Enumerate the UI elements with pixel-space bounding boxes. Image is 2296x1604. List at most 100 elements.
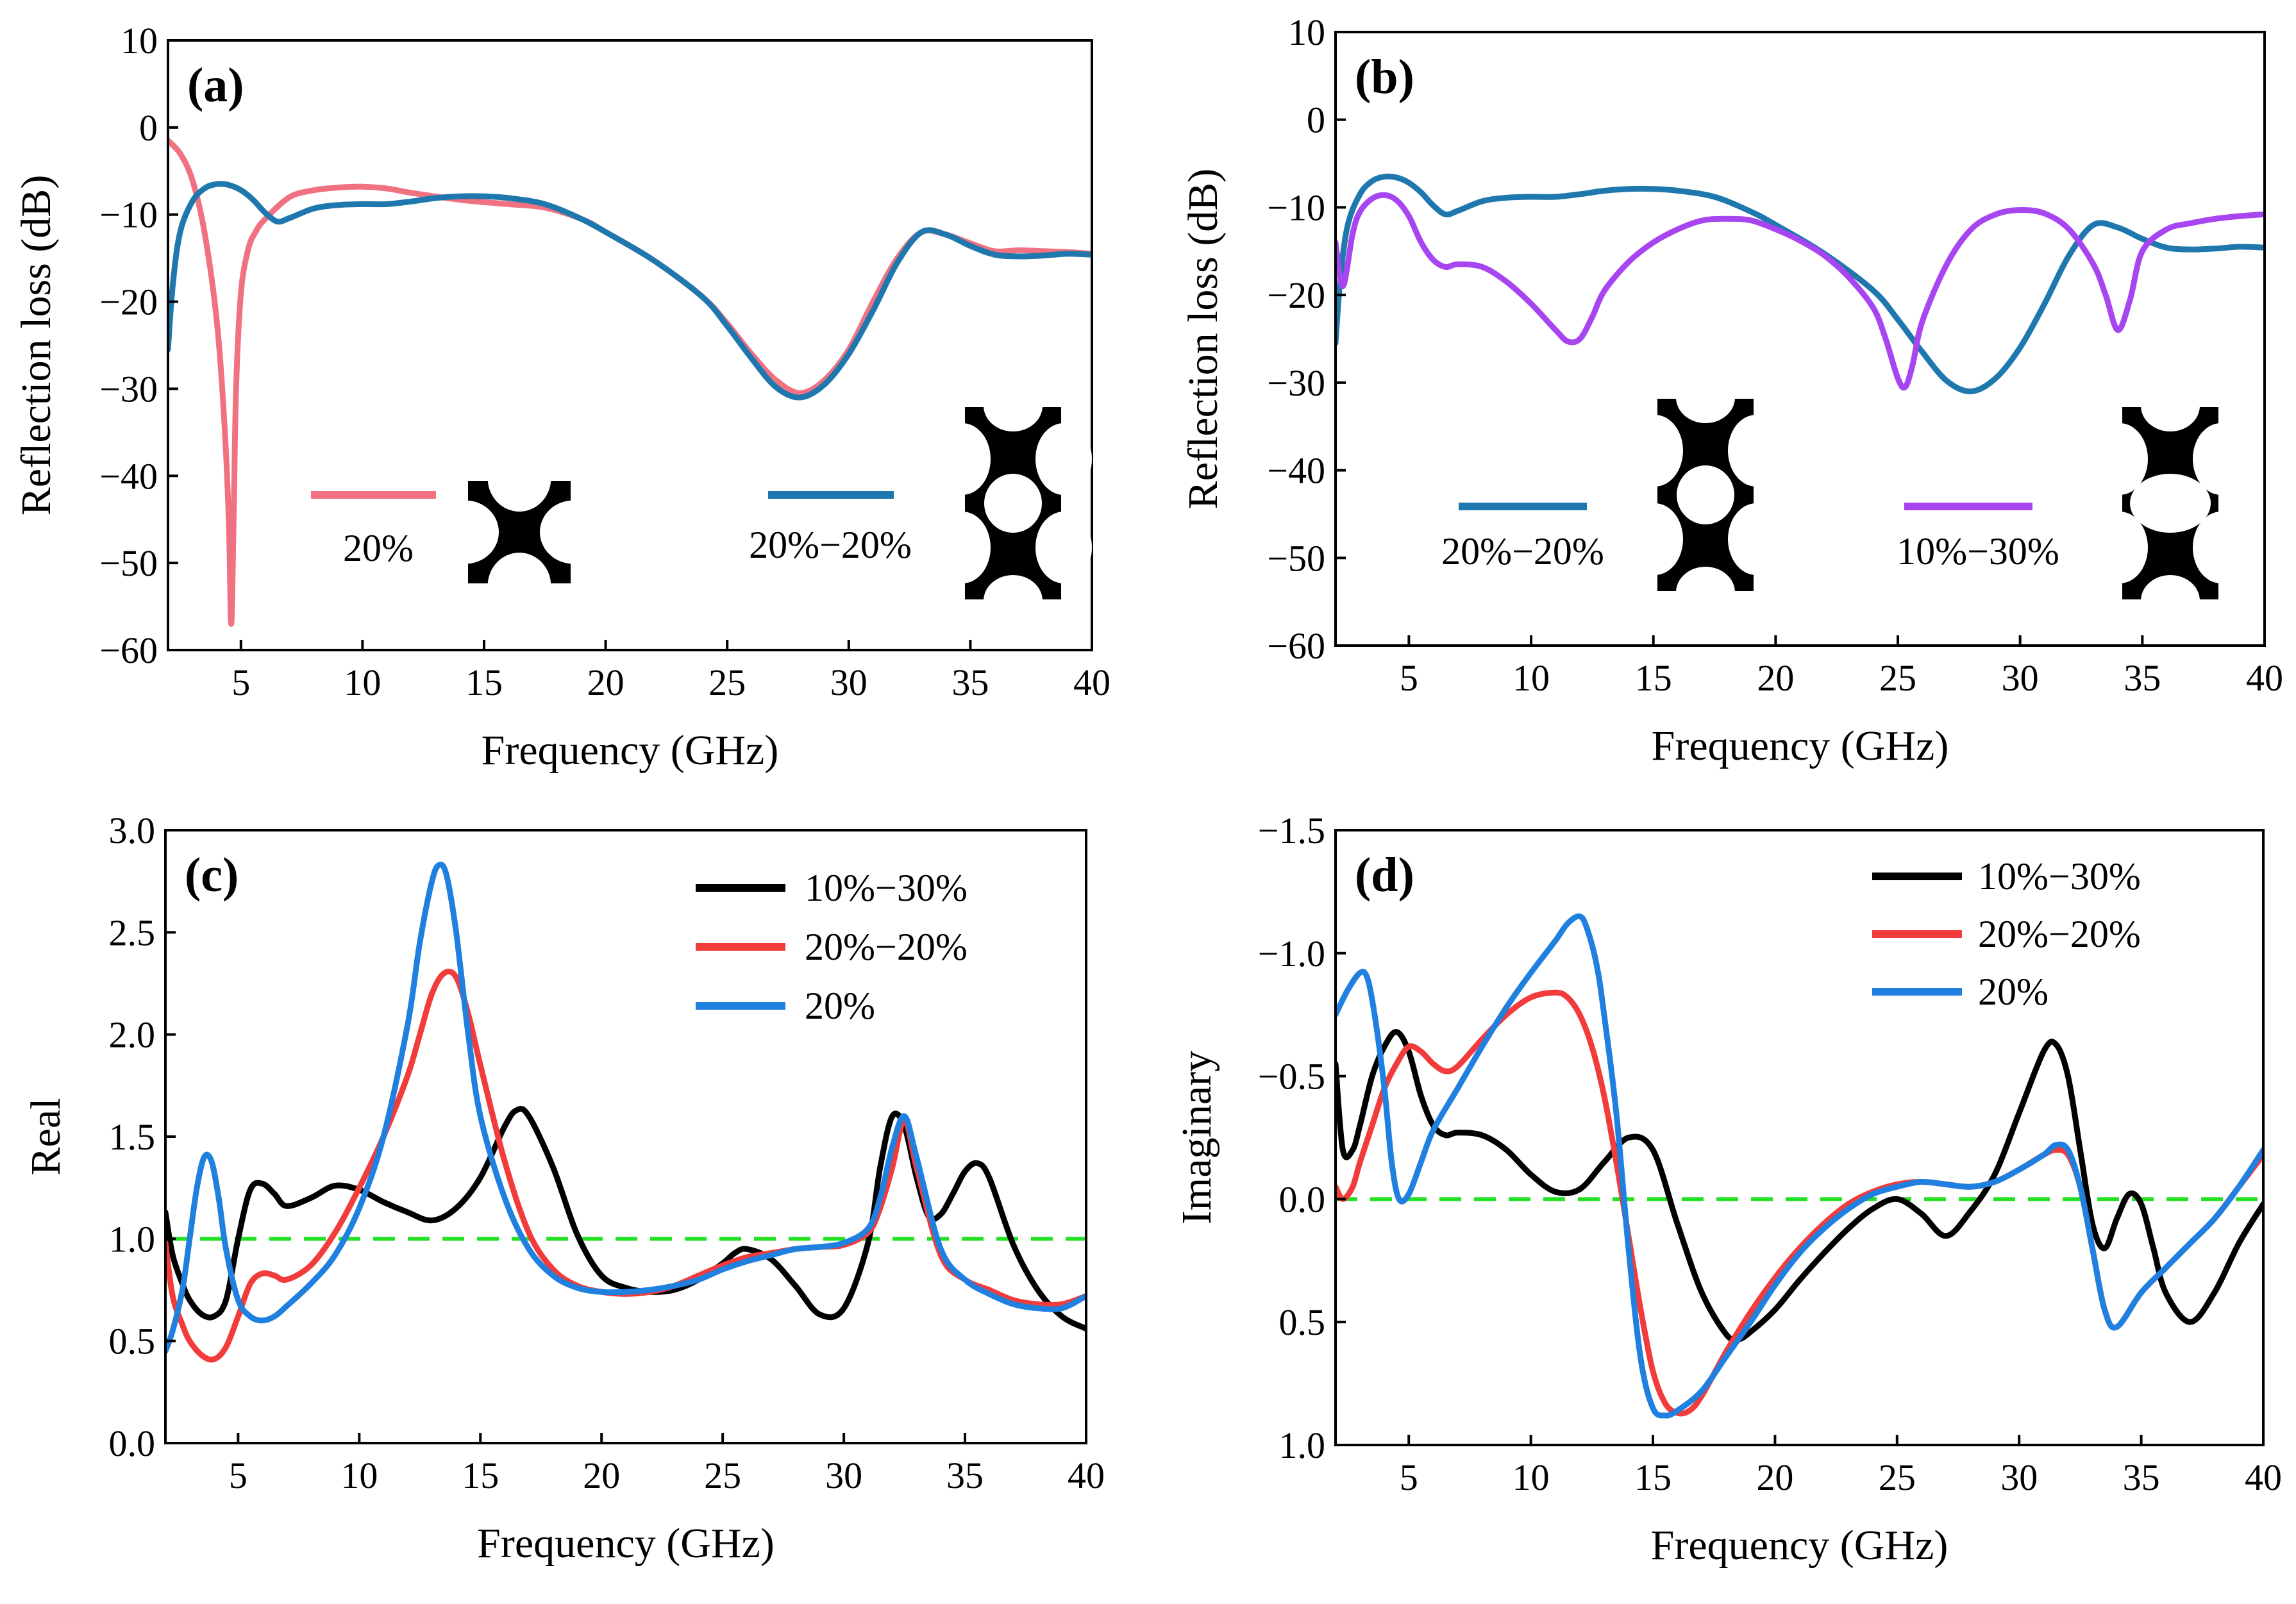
x-tick-label: 15 — [1635, 657, 1672, 699]
cell-cutout — [1627, 503, 1683, 575]
x-tick-label: 5 — [231, 662, 250, 703]
chart-panel-a: 5 10 15 20 25 30 35 40 −60 −50 −40 −30 −20 −10 0 10 Freq… — [13, 20, 1110, 774]
series-line-0 — [1336, 1029, 2263, 1343]
cell-cutout — [432, 500, 499, 564]
panel-label: (d) — [1355, 848, 1414, 902]
chart-panel-d: 5 10 15 20 25 30 35 40 1.0 0.5 0.0 −0.5 −1.0 −1.5 Freq… — [1173, 810, 2282, 1569]
x-tick-label: 10 — [340, 1455, 378, 1496]
y-tick-label: 2.0 — [109, 1014, 156, 1056]
y-tick-label: −30 — [99, 368, 158, 410]
cell-cutout — [2141, 575, 2200, 626]
y-tick-label: −60 — [99, 630, 158, 671]
y-tick-label: −10 — [1267, 187, 1325, 228]
legend-label: 20% — [805, 985, 875, 1027]
legend-label: 20%−20% — [1978, 913, 2141, 955]
x-tick-label: 35 — [2124, 657, 2161, 699]
legend-label: 20% — [1978, 971, 2049, 1013]
x-tick-label: 25 — [704, 1455, 741, 1496]
x-tick-label: 25 — [1879, 657, 1916, 699]
cell-cutout — [1728, 415, 1784, 487]
x-tick-label: 35 — [951, 662, 989, 703]
double-cell-shape-icon — [934, 380, 1092, 626]
cell-cutout — [1677, 465, 1734, 524]
chart-panel-b: 5 10 15 20 25 30 35 40 −60 −50 −40 −30 −20 −10 0 10 Freq… — [1180, 12, 2283, 769]
x-tick-label: 5 — [1400, 1457, 1418, 1498]
x-tick-label: 20 — [583, 1455, 620, 1496]
legend: 20% 20%−20% — [311, 380, 1092, 626]
x-tick-label: 25 — [708, 662, 746, 703]
series-line-1 — [1336, 192, 2265, 391]
y-tick-label: 0.0 — [1279, 1178, 1326, 1220]
series-line-2 — [1336, 913, 2263, 1419]
series-line-1 — [165, 968, 1086, 1363]
x-tick-label: 20 — [1757, 657, 1794, 699]
y-tick-label: 10 — [1288, 12, 1325, 53]
cell-cutout — [934, 423, 991, 495]
series-line-2 — [165, 862, 1086, 1355]
x-tick-label: 35 — [2123, 1457, 2160, 1498]
legend: 20%−20% 10%−30% — [1441, 372, 2249, 626]
series-line-0 — [1336, 173, 2265, 395]
y-axis-label: Real — [22, 1098, 69, 1176]
panel-label: (a) — [187, 58, 244, 112]
y-tick-label: −0.5 — [1258, 1056, 1325, 1098]
legend-label: 20%−20% — [1441, 530, 1604, 572]
y-tick-label: −50 — [99, 542, 158, 584]
x-tick-label: 15 — [1634, 1457, 1672, 1498]
cell-cutout — [2091, 423, 2148, 495]
x-axis-label: Frequency (GHz) — [477, 1520, 775, 1567]
y-tick-label: 10 — [121, 20, 158, 62]
x-tick-label: 30 — [2000, 1457, 2038, 1498]
y-tick-label: 1.0 — [109, 1218, 156, 1260]
x-axis-label: Frequency (GHz) — [1651, 1522, 1948, 1569]
x-tick-label: 5 — [229, 1455, 247, 1496]
panel-label: (c) — [185, 848, 239, 902]
cell-cutout — [2130, 474, 2211, 533]
y-tick-label: 1.0 — [1279, 1424, 1326, 1466]
y-tick-label: −40 — [99, 455, 158, 497]
legend-label: 10%−30% — [1978, 855, 2141, 898]
legend-label: 10%−30% — [805, 867, 968, 909]
y-tick-label: 0.5 — [109, 1321, 156, 1362]
x-tick-label: 30 — [830, 662, 867, 703]
cell-cutout — [2193, 512, 2249, 583]
panel-label: (b) — [1355, 50, 1414, 104]
cell-cutout — [487, 445, 551, 512]
chart-panel-c: 5 10 15 20 25 30 35 40 0.0 0.5 1.0 1.5 2.0 2.5 3.0 Freq… — [22, 810, 1105, 1567]
x-tick-label: 10 — [1513, 657, 1550, 699]
plot-frame — [164, 829, 1087, 1444]
x-tick-label: 15 — [465, 662, 503, 703]
x-tick-label: 15 — [462, 1455, 499, 1496]
plot-frame — [1334, 31, 2266, 647]
x-tick-label: 20 — [587, 662, 624, 703]
cell-cutout — [540, 500, 607, 564]
graded-cell-shape-icon — [2091, 380, 2249, 626]
legend: 10%−30% 20%−20% 20% — [696, 867, 968, 1027]
double-cell-shape-icon — [1627, 372, 1784, 618]
x-tick-label: 35 — [946, 1455, 984, 1496]
cell-cutout — [934, 512, 991, 583]
y-tick-label: 0.0 — [109, 1423, 156, 1464]
y-tick-label: −1.0 — [1258, 933, 1325, 974]
cell-cutout — [1035, 512, 1092, 583]
cell-cutout — [1676, 372, 1735, 423]
y-tick-label: −60 — [1267, 625, 1325, 667]
x-tick-label: 30 — [825, 1455, 862, 1496]
cell-cutout — [984, 380, 1043, 431]
x-tick-label: 40 — [1073, 662, 1110, 703]
y-tick-label: −40 — [1267, 450, 1325, 492]
series-line-1 — [168, 181, 1092, 401]
x-axis-label: Frequency (GHz) — [482, 727, 779, 774]
legend-label: 20% — [343, 527, 414, 569]
y-tick-label: 0 — [1307, 99, 1325, 141]
y-tick-label: −50 — [1267, 537, 1325, 579]
y-axis-label: Reflection loss (dB) — [1180, 169, 1227, 510]
x-tick-label: 10 — [1513, 1457, 1550, 1498]
y-tick-label: 1.5 — [109, 1116, 156, 1158]
x-tick-label: 5 — [1400, 657, 1418, 699]
y-tick-label: −10 — [99, 194, 158, 236]
x-tick-label: 40 — [2245, 1457, 2282, 1498]
cell-cutout — [2091, 512, 2148, 583]
x-tick-label: 40 — [2246, 657, 2283, 699]
